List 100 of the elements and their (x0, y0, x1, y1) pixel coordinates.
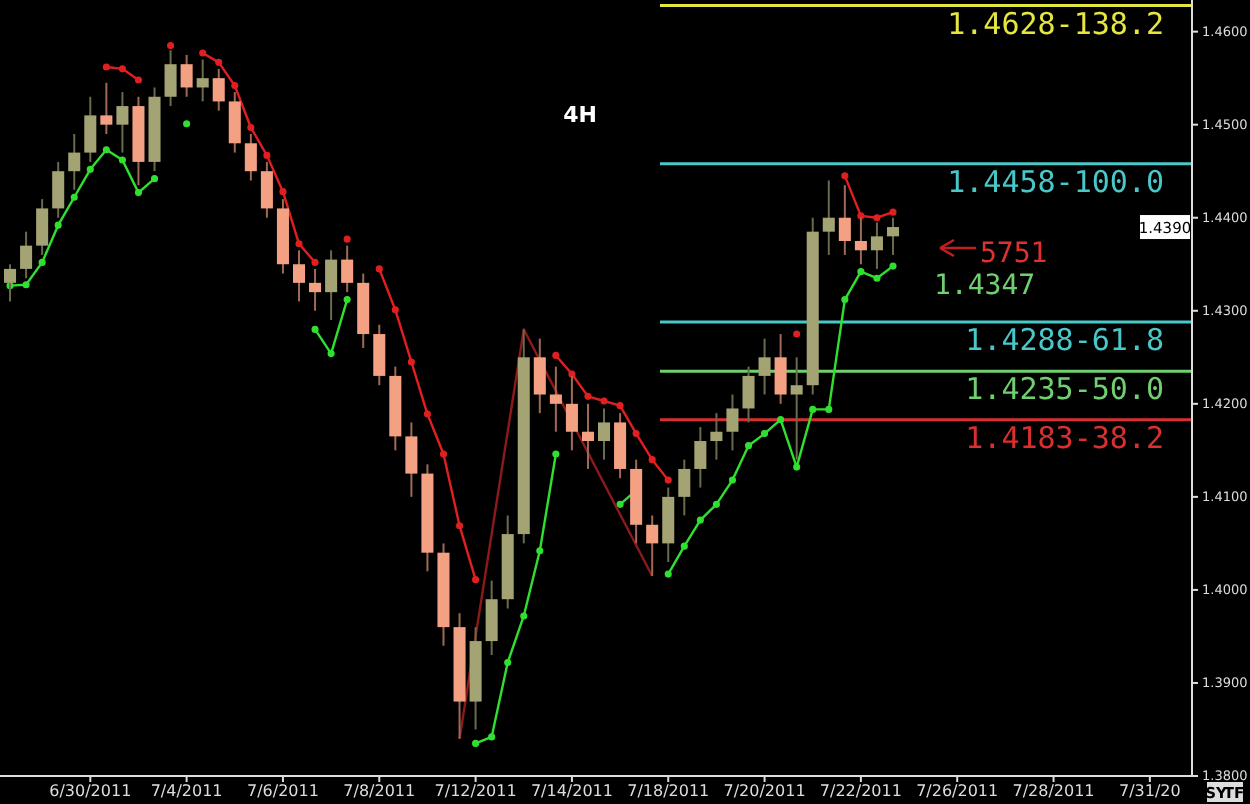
point (793, 330, 801, 338)
point (472, 576, 480, 584)
point (134, 76, 143, 84)
candlestick (164, 49, 177, 108)
x-tick-label: 6/30/2011 (49, 782, 132, 801)
point (552, 351, 560, 359)
point (777, 416, 785, 424)
candlestick (710, 412, 723, 461)
point (857, 212, 865, 220)
candlestick (533, 337, 546, 415)
point (889, 208, 897, 216)
point (761, 430, 769, 438)
candlestick (373, 323, 386, 387)
point (215, 58, 223, 66)
annotation: 5751 (980, 238, 1048, 270)
point (568, 370, 576, 378)
x-tick-label: 7/4/2011 (150, 782, 223, 801)
candlestick (36, 198, 49, 256)
point (552, 450, 560, 458)
candlestick (212, 67, 225, 112)
x-tick-label: 7/28/2011 (1012, 782, 1095, 801)
candlestick (100, 81, 113, 135)
point (247, 123, 255, 132)
candlestick (838, 184, 851, 256)
x-tick-label: 7/22/2011 (819, 782, 902, 801)
point (199, 49, 207, 57)
x-tick-label: 7/20/2011 (723, 782, 806, 801)
ref-line-label: 1.4288-61.8 (965, 321, 1164, 358)
candlestick (260, 160, 273, 219)
ref-line-label: 1.4183-38.2 (965, 419, 1164, 456)
x-tick-label: 7/12/2011 (434, 782, 517, 801)
point (327, 350, 335, 358)
point (375, 265, 383, 273)
point (439, 450, 448, 458)
candlestick (662, 486, 675, 563)
candlestick (870, 221, 883, 270)
x-tick-label: 7/31/20 (1119, 782, 1181, 801)
point (873, 274, 881, 282)
candlestick (598, 407, 611, 461)
point (423, 410, 431, 418)
candlestick (292, 249, 306, 303)
point (183, 120, 191, 128)
candlestick (228, 91, 241, 154)
candlestick (180, 53, 193, 98)
x-tick-label: 7/26/2011 (916, 782, 999, 801)
point (584, 392, 592, 400)
candlestick (244, 132, 257, 182)
point (118, 65, 126, 73)
point (744, 442, 753, 450)
point (295, 240, 303, 248)
candlestick (565, 374, 578, 452)
point (455, 522, 464, 530)
point (134, 189, 143, 197)
candlestick (196, 58, 209, 103)
ref-line-label: 1.4628-138.2 (947, 5, 1164, 42)
candlestick (68, 132, 81, 191)
candlestick (694, 426, 707, 489)
candlestick (309, 267, 322, 312)
point (70, 193, 78, 201)
point (728, 476, 737, 484)
point (488, 733, 496, 741)
point (664, 570, 672, 578)
point (600, 397, 608, 405)
candlestick (549, 365, 562, 433)
point (118, 156, 126, 164)
point (102, 63, 110, 71)
point (22, 281, 30, 289)
point (825, 405, 833, 413)
point (616, 500, 624, 508)
candlestick (614, 412, 627, 480)
point (150, 175, 159, 183)
candlestick (790, 356, 803, 461)
candlestick (325, 249, 338, 322)
text: 4H (563, 102, 597, 128)
point (536, 547, 544, 555)
point (38, 258, 46, 266)
point (407, 358, 415, 366)
candlestick (646, 514, 659, 577)
point (793, 463, 801, 471)
point (841, 296, 849, 304)
candlestick (742, 365, 755, 424)
point (873, 214, 881, 222)
candlestick (485, 579, 498, 657)
ref-line-label: 1.4458-100.0 (947, 163, 1164, 200)
point (712, 500, 720, 508)
x-tick-label: 7/18/2011 (627, 782, 710, 801)
candlestick (678, 458, 691, 517)
point (520, 612, 528, 620)
x-tick-label: 7/8/2011 (343, 782, 416, 801)
point (809, 405, 817, 413)
candlestick (726, 393, 739, 452)
point (857, 268, 865, 276)
point (664, 476, 672, 484)
candlestick (886, 216, 900, 256)
point (680, 542, 688, 550)
point (504, 658, 512, 667)
candlestick (581, 402, 594, 470)
candlestick (341, 244, 354, 294)
point (311, 258, 319, 266)
point (391, 306, 399, 314)
